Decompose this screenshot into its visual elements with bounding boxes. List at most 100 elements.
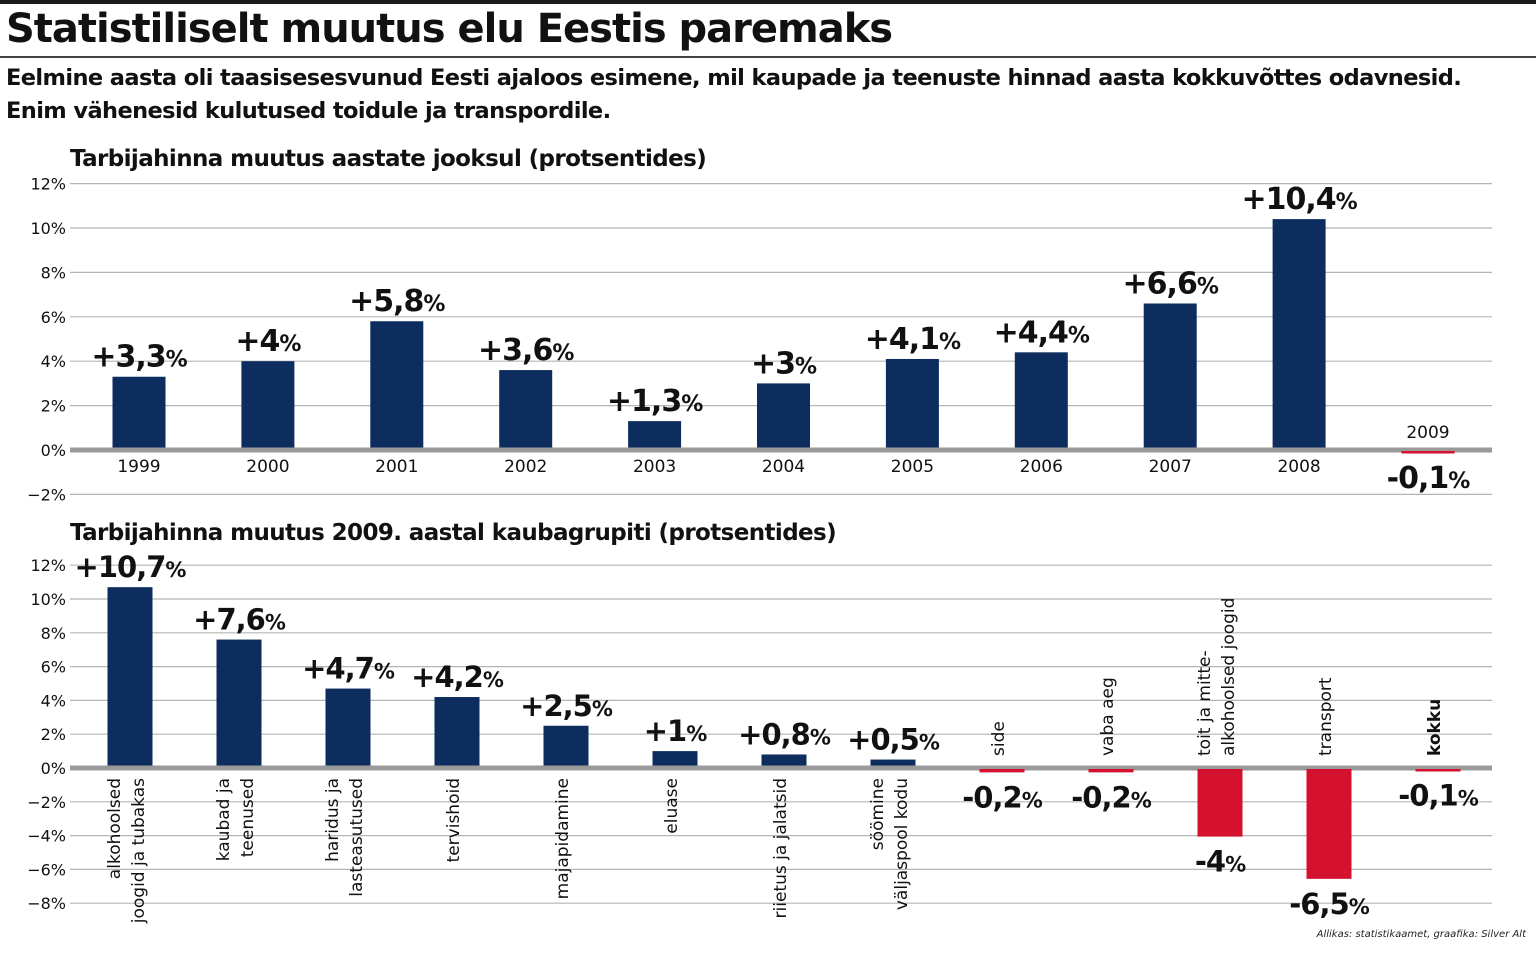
value-label: +1% (644, 714, 707, 748)
value-label: +4% (235, 324, 301, 359)
chart-title: Tarbijahinna muutus aastate jooksul (pro… (70, 146, 706, 172)
x-category-label: majapidamine (553, 778, 573, 899)
value-label: -0,1% (1387, 461, 1471, 496)
bar (1014, 352, 1068, 450)
x-category-label: söömine (868, 778, 888, 850)
bar-negative-overlay (979, 769, 1025, 773)
bar (652, 751, 698, 768)
chart-yearly-inflation: Tarbijahinna muutus aastate jooksul (pro… (27, 146, 1492, 504)
bar (628, 421, 682, 450)
y-tick-label: 6% (41, 308, 66, 327)
bar-negative-overlay (1306, 769, 1352, 879)
bar-negative-overlay (1088, 769, 1134, 773)
value-label: +5,8% (349, 284, 445, 319)
x-category-label: 2003 (633, 457, 676, 477)
bar-negative-overlay (1415, 769, 1461, 772)
x-category-label: 2007 (1149, 457, 1192, 477)
x-category-label: 2008 (1277, 457, 1320, 477)
x-category-label: vaba aeg (1098, 677, 1118, 756)
x-category-label: väljaspool kodu (892, 778, 912, 910)
bar (241, 361, 295, 450)
x-category-label: 2006 (1020, 457, 1063, 477)
bar (325, 688, 371, 768)
x-category-label: lasteasutused (347, 778, 367, 897)
headline: Statistiliselt muutus elu Eestis paremak… (6, 6, 893, 52)
bar (761, 754, 807, 768)
y-tick-label: −2% (27, 485, 66, 504)
subtitle-line-1: Eelmine aasta oli taasisesesvunud Eesti … (6, 65, 1462, 91)
x-category-label: 1999 (117, 457, 160, 477)
value-label: +3% (751, 346, 817, 381)
y-tick-label: −6% (27, 860, 66, 879)
y-tick-label: 10% (30, 590, 66, 609)
y-tick-label: 0% (41, 441, 66, 460)
bar (885, 358, 939, 450)
bar (499, 370, 553, 450)
y-tick-label: 8% (41, 263, 66, 282)
x-category-label: tervishoid (444, 778, 464, 862)
chart-title: Tarbijahinna muutus 2009. aastal kaubagr… (70, 520, 836, 546)
y-tick-label: −2% (27, 793, 66, 812)
value-label: +0,5% (847, 723, 940, 757)
bar (757, 383, 810, 450)
x-category-label: 2004 (762, 457, 805, 477)
value-label: +10,7% (75, 550, 187, 584)
value-label: +4,2% (411, 660, 504, 694)
x-category-label: 2000 (246, 457, 289, 477)
value-label: -0,2% (1071, 780, 1151, 814)
y-tick-label: 4% (41, 352, 66, 371)
y-tick-label: 2% (41, 725, 66, 744)
value-label: +10,4% (1241, 182, 1357, 217)
value-label: +0,8% (738, 717, 831, 751)
x-category-label: joogid ja tubakas (129, 778, 149, 924)
y-tick-label: 2% (41, 397, 66, 416)
x-category-label: alkohoolsed joogid (1219, 598, 1239, 756)
y-tick-label: 6% (41, 658, 66, 677)
x-category-label: riietus ja jalatsid (771, 778, 791, 918)
bar (870, 759, 916, 768)
y-tick-label: 12% (30, 556, 66, 575)
value-label: +1,3% (607, 384, 703, 419)
value-label: +4,7% (302, 652, 395, 686)
value-label: +3,3% (91, 340, 187, 375)
value-label: +4,1% (865, 322, 961, 357)
top-rule (0, 0, 1536, 4)
value-label: +4,4% (994, 315, 1090, 350)
bar (216, 639, 262, 768)
value-label: -0,1% (1398, 779, 1478, 813)
value-label: -6,5% (1289, 887, 1369, 921)
x-category-label: 2005 (891, 457, 934, 477)
x-category-label: kaubad ja (214, 778, 234, 861)
x-category-label: alkohoolsed (105, 778, 125, 879)
x-category-label: toit ja mitte- (1195, 650, 1215, 756)
chart-2009-by-category: Tarbijahinna muutus 2009. aastal kaubagr… (27, 520, 1492, 924)
y-tick-label: 0% (41, 759, 66, 778)
value-label: +2,5% (520, 689, 613, 723)
x-category-label: transport (1316, 677, 1336, 756)
x-category-label: 2009 (1406, 423, 1449, 443)
bar-negative-overlay (1197, 769, 1243, 837)
y-tick-label: −4% (27, 827, 66, 846)
value-label: -4% (1195, 845, 1246, 879)
headline-rule (0, 56, 1536, 58)
x-category-label: kokku (1425, 699, 1445, 756)
bar-negative-overlay (1401, 451, 1455, 454)
x-category-label: eluase (662, 778, 682, 834)
y-tick-label: −8% (27, 894, 66, 913)
y-tick-label: 10% (30, 219, 66, 238)
bar (434, 697, 480, 768)
bar (112, 376, 166, 450)
x-category-label: haridus ja (323, 778, 343, 862)
subtitle-line-2: Enim vähenesid kulutused toidule ja tran… (6, 98, 611, 124)
value-label: -0,2% (962, 780, 1042, 814)
y-tick-label: 12% (30, 175, 66, 194)
y-tick-label: 8% (41, 624, 66, 643)
value-label: +6,6% (1123, 266, 1219, 301)
bar (370, 321, 424, 450)
x-category-label: teenused (238, 778, 258, 857)
value-label: +7,6% (193, 603, 286, 637)
bar (1272, 219, 1326, 450)
y-tick-label: 4% (41, 691, 66, 710)
x-category-label: side (989, 721, 1009, 756)
bar (543, 725, 589, 768)
